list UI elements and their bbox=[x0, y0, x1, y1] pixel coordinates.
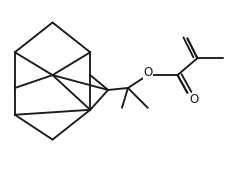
Text: O: O bbox=[143, 66, 152, 79]
Text: O: O bbox=[190, 93, 199, 106]
